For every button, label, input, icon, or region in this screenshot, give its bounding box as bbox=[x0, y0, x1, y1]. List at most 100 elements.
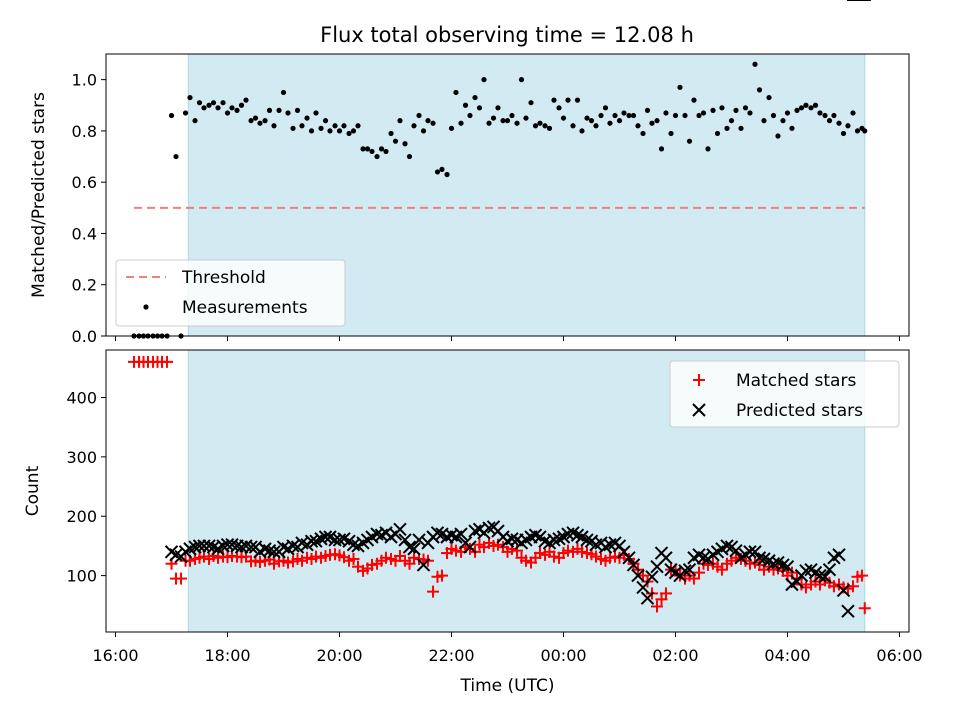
measurement-point bbox=[616, 118, 623, 124]
predicted-point bbox=[780, 559, 795, 574]
matched-point bbox=[347, 552, 360, 565]
top-x-ticks bbox=[115, 336, 900, 341]
measurement-point bbox=[663, 110, 669, 116]
matched-point bbox=[379, 551, 392, 564]
predicted-point-stroke bbox=[696, 551, 711, 565]
predicted-point bbox=[790, 574, 804, 589]
predicted-point-stroke bbox=[206, 540, 221, 554]
measurement-point bbox=[392, 138, 399, 144]
matched-stars-series bbox=[127, 355, 871, 615]
top-y-tick-label: 0.4 bbox=[72, 224, 97, 243]
measurement-point bbox=[808, 105, 814, 111]
bottom-y-tick-label: 300 bbox=[66, 448, 97, 467]
matched-point bbox=[365, 558, 378, 571]
bottom-y-tick-label: 200 bbox=[66, 507, 97, 526]
measurement-point bbox=[789, 125, 795, 131]
measurement-point bbox=[532, 123, 539, 129]
measurement-point bbox=[504, 118, 511, 124]
predicted-point bbox=[626, 558, 641, 572]
predicted-point bbox=[318, 530, 333, 544]
measurement-point bbox=[266, 107, 273, 113]
measurement-point bbox=[733, 107, 739, 113]
measurement-point bbox=[742, 105, 749, 111]
predicted-point-stroke bbox=[323, 530, 337, 544]
predicted-point bbox=[192, 539, 207, 553]
bottom-y-tick-label: 100 bbox=[66, 567, 97, 586]
measurement-point bbox=[626, 112, 632, 119]
measurement-point bbox=[738, 125, 744, 131]
measurement-point bbox=[332, 123, 338, 129]
predicted-point-stroke bbox=[346, 538, 361, 552]
legend-predicted-marker bbox=[692, 403, 706, 417]
measurement-point bbox=[201, 105, 207, 111]
predicted-point-stroke bbox=[398, 533, 412, 547]
measurement-point bbox=[747, 110, 753, 116]
measurement-point bbox=[448, 125, 455, 131]
measurement-point bbox=[238, 102, 245, 108]
predicted-point bbox=[832, 548, 846, 562]
predicted-point bbox=[682, 562, 697, 577]
matched-point bbox=[175, 572, 188, 585]
legend-predicted-swatch bbox=[692, 403, 706, 417]
matched-point bbox=[693, 566, 706, 579]
matched-point bbox=[463, 542, 476, 555]
measurement-point bbox=[812, 102, 819, 108]
bottom-axes-frame bbox=[105, 349, 910, 633]
predicted-point-stroke bbox=[202, 539, 216, 553]
predicted-point-stroke bbox=[664, 562, 678, 577]
top-y-tick-label: 0.2 bbox=[72, 276, 97, 295]
measurement-point bbox=[584, 115, 590, 121]
predicted-point-stroke bbox=[841, 604, 855, 618]
predicted-point bbox=[640, 591, 655, 605]
predicted-point-stroke bbox=[370, 527, 384, 541]
measurement-point bbox=[686, 138, 693, 144]
predicted-point-stroke bbox=[412, 533, 426, 547]
measurement-point bbox=[537, 120, 543, 126]
measurement-point bbox=[714, 130, 721, 137]
measurement-point bbox=[168, 112, 175, 119]
measurement-point bbox=[784, 110, 791, 116]
measurement-point bbox=[850, 110, 856, 116]
measurement-point bbox=[388, 130, 394, 137]
bottom-x-tick-label: 18:00 bbox=[204, 646, 250, 665]
top-y-tick-label: 0.0 bbox=[72, 327, 97, 346]
measurement-point bbox=[285, 110, 291, 116]
predicted-point-stroke bbox=[771, 555, 785, 570]
bottom-x-tick-label: 22:00 bbox=[428, 646, 474, 665]
measurement-point bbox=[294, 107, 301, 113]
predicted-point-stroke bbox=[314, 532, 328, 546]
matched-point bbox=[858, 602, 871, 615]
predicted-point bbox=[570, 528, 585, 542]
measurement-point bbox=[845, 123, 851, 129]
measurement-point bbox=[761, 118, 767, 124]
measurement-point bbox=[430, 120, 436, 126]
measurement-point bbox=[290, 125, 296, 131]
measurement-point bbox=[700, 110, 707, 116]
predicted-point bbox=[482, 521, 496, 535]
measurement-point bbox=[252, 115, 259, 121]
measurement-point bbox=[374, 153, 380, 160]
predicted-point-stroke bbox=[729, 543, 743, 558]
predicted-point bbox=[678, 564, 692, 578]
bottom-x-ticks: 16:00 18:00 20:00 22:00 00:00 02:00 04:00 06:00 bbox=[92, 632, 923, 665]
measurement-point bbox=[327, 128, 333, 134]
measurement-point bbox=[210, 100, 217, 106]
predicted-point-stroke bbox=[575, 530, 589, 544]
measurement-point bbox=[672, 112, 679, 119]
predicted-point-stroke bbox=[482, 521, 496, 535]
legend-threshold-label: Threshold bbox=[181, 268, 266, 288]
predicted-point-stroke bbox=[528, 528, 543, 542]
predicted-point bbox=[836, 583, 851, 598]
measurement-point bbox=[752, 61, 758, 67]
measurement-point bbox=[696, 112, 702, 119]
top-y-ticks: 0.0 0.2 0.4 0.6 0.8 1.0 bbox=[72, 71, 106, 346]
predicted-point-stroke bbox=[169, 548, 183, 562]
predicted-point-stroke bbox=[407, 542, 421, 556]
matched-point bbox=[253, 555, 266, 568]
measurement-point bbox=[243, 97, 249, 103]
measurement-point bbox=[444, 171, 450, 178]
predicted-point-stroke bbox=[682, 562, 697, 577]
predicted-point-stroke bbox=[636, 580, 650, 595]
measurement-point bbox=[467, 112, 473, 119]
